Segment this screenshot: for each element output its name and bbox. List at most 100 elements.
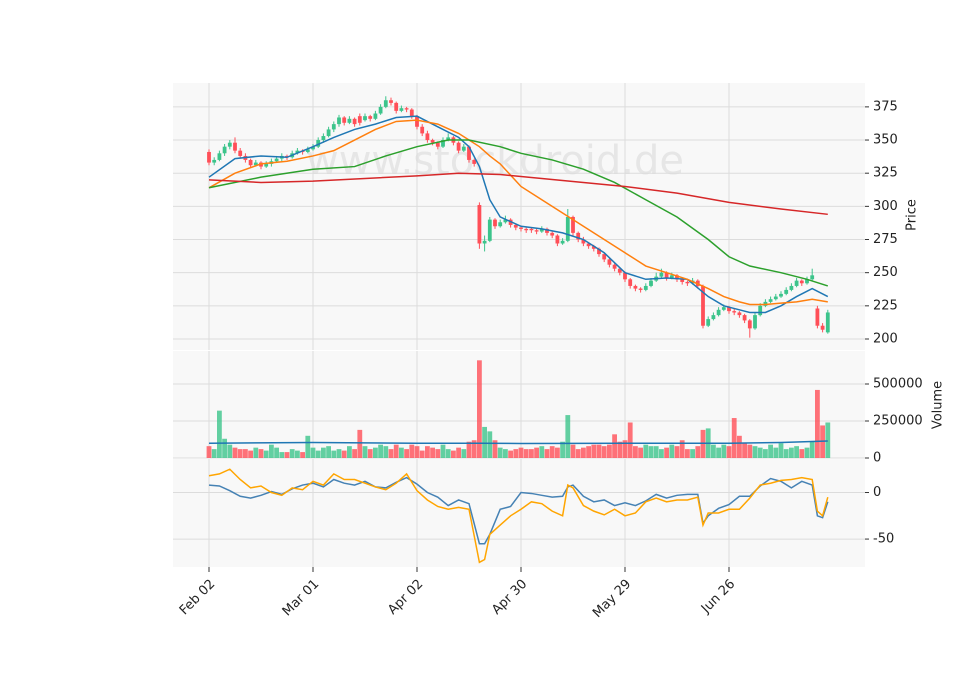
candle-body — [222, 146, 227, 154]
candle-body — [779, 293, 783, 297]
volume-bar — [529, 449, 534, 458]
volume-bar — [430, 447, 435, 458]
y-axis-title: Price — [905, 199, 920, 231]
volume-bar — [383, 446, 389, 458]
volume-bar — [783, 449, 789, 458]
volume-bar — [789, 447, 794, 458]
candle-body — [503, 219, 508, 223]
candle-body — [773, 296, 778, 300]
line — [208, 115, 829, 314]
candle-body — [305, 149, 310, 152]
candle-body — [571, 216, 575, 233]
candle-body — [638, 288, 643, 290]
volume-bar — [217, 410, 222, 458]
volume-bar — [440, 444, 446, 458]
volume-bar — [560, 441, 565, 458]
candle-body — [368, 116, 373, 119]
candle-body — [430, 140, 435, 143]
volume-panel — [173, 351, 865, 458]
volume-bar — [508, 450, 513, 458]
volume-bar — [648, 446, 654, 458]
candle-body — [311, 146, 315, 150]
volume-bar — [825, 422, 831, 458]
candle-body — [815, 308, 820, 326]
volume-bar — [757, 447, 763, 458]
candle-body — [633, 285, 638, 289]
candle-body — [274, 158, 279, 162]
volume-bar — [674, 446, 680, 458]
candle-body — [669, 275, 674, 278]
volume-bar — [633, 446, 638, 458]
volume-bar — [399, 447, 404, 458]
line — [208, 476, 829, 545]
volume-bar — [477, 360, 482, 458]
candle-body — [753, 315, 757, 329]
volume-bar — [451, 450, 456, 458]
volume-bar — [362, 446, 368, 458]
candle-body — [409, 109, 414, 117]
candle-body — [316, 140, 321, 147]
candle-body — [248, 159, 253, 166]
volume-bar — [773, 447, 779, 458]
volume-bar — [752, 446, 758, 458]
candle-body — [498, 222, 503, 227]
volume-bar — [721, 444, 727, 458]
y-tick-label: 375 — [873, 99, 898, 114]
candle-body — [555, 235, 560, 244]
candle-body — [545, 228, 549, 233]
volume-bar — [539, 446, 545, 458]
candle-body — [565, 216, 570, 241]
line — [208, 468, 829, 564]
candle-body — [825, 312, 830, 333]
volume-bar — [570, 444, 576, 458]
volume-bar — [617, 441, 623, 458]
volume-bar — [253, 447, 259, 458]
x-tick-label: Apr 02 — [385, 577, 426, 618]
y-axis-title: Volume — [931, 381, 946, 429]
candle-body — [357, 116, 362, 123]
volume-bar — [237, 449, 243, 458]
volume-bar — [638, 447, 643, 458]
volume-bar — [367, 449, 373, 458]
candle-body — [217, 153, 222, 160]
candle-body — [477, 205, 482, 244]
volume-bar — [815, 389, 820, 458]
volume-bar — [341, 450, 347, 458]
volume-bar — [461, 449, 467, 458]
volume-bar — [315, 450, 321, 458]
volume-bar — [414, 446, 420, 458]
y-tick-label: 300 — [873, 199, 898, 214]
candle-body — [628, 279, 633, 286]
candle-body — [617, 268, 622, 273]
candle-body — [383, 100, 388, 107]
candle-body — [732, 311, 737, 313]
candle-body — [623, 272, 627, 280]
volume-bar — [523, 449, 529, 458]
volume-bar — [622, 440, 628, 458]
volume-bar — [763, 449, 768, 458]
candle-body — [711, 315, 716, 320]
candle-body — [394, 102, 399, 111]
volume-bar — [289, 449, 295, 458]
volume-bar — [310, 447, 316, 458]
candle-body — [441, 140, 445, 147]
volume-bar — [601, 446, 607, 458]
volume-bar — [388, 449, 394, 458]
volume-bar — [586, 446, 591, 458]
y-tick-label: 325 — [873, 166, 898, 181]
volume-bar — [679, 440, 685, 458]
volume-bar — [466, 441, 472, 458]
y-tick-label: 250 — [873, 265, 898, 280]
candle-body — [586, 243, 591, 247]
volume-bar — [643, 444, 649, 458]
candle-body — [331, 124, 336, 130]
volume-bar — [731, 418, 737, 458]
volume-bar — [565, 415, 571, 458]
volume-bar — [206, 446, 212, 458]
volume-bar — [269, 444, 274, 458]
candle-body — [721, 307, 726, 310]
candle-body — [342, 117, 347, 123]
volume-bar — [243, 449, 248, 458]
x-tick-label: Jun 26 — [698, 577, 738, 617]
volume-bar — [393, 444, 399, 458]
